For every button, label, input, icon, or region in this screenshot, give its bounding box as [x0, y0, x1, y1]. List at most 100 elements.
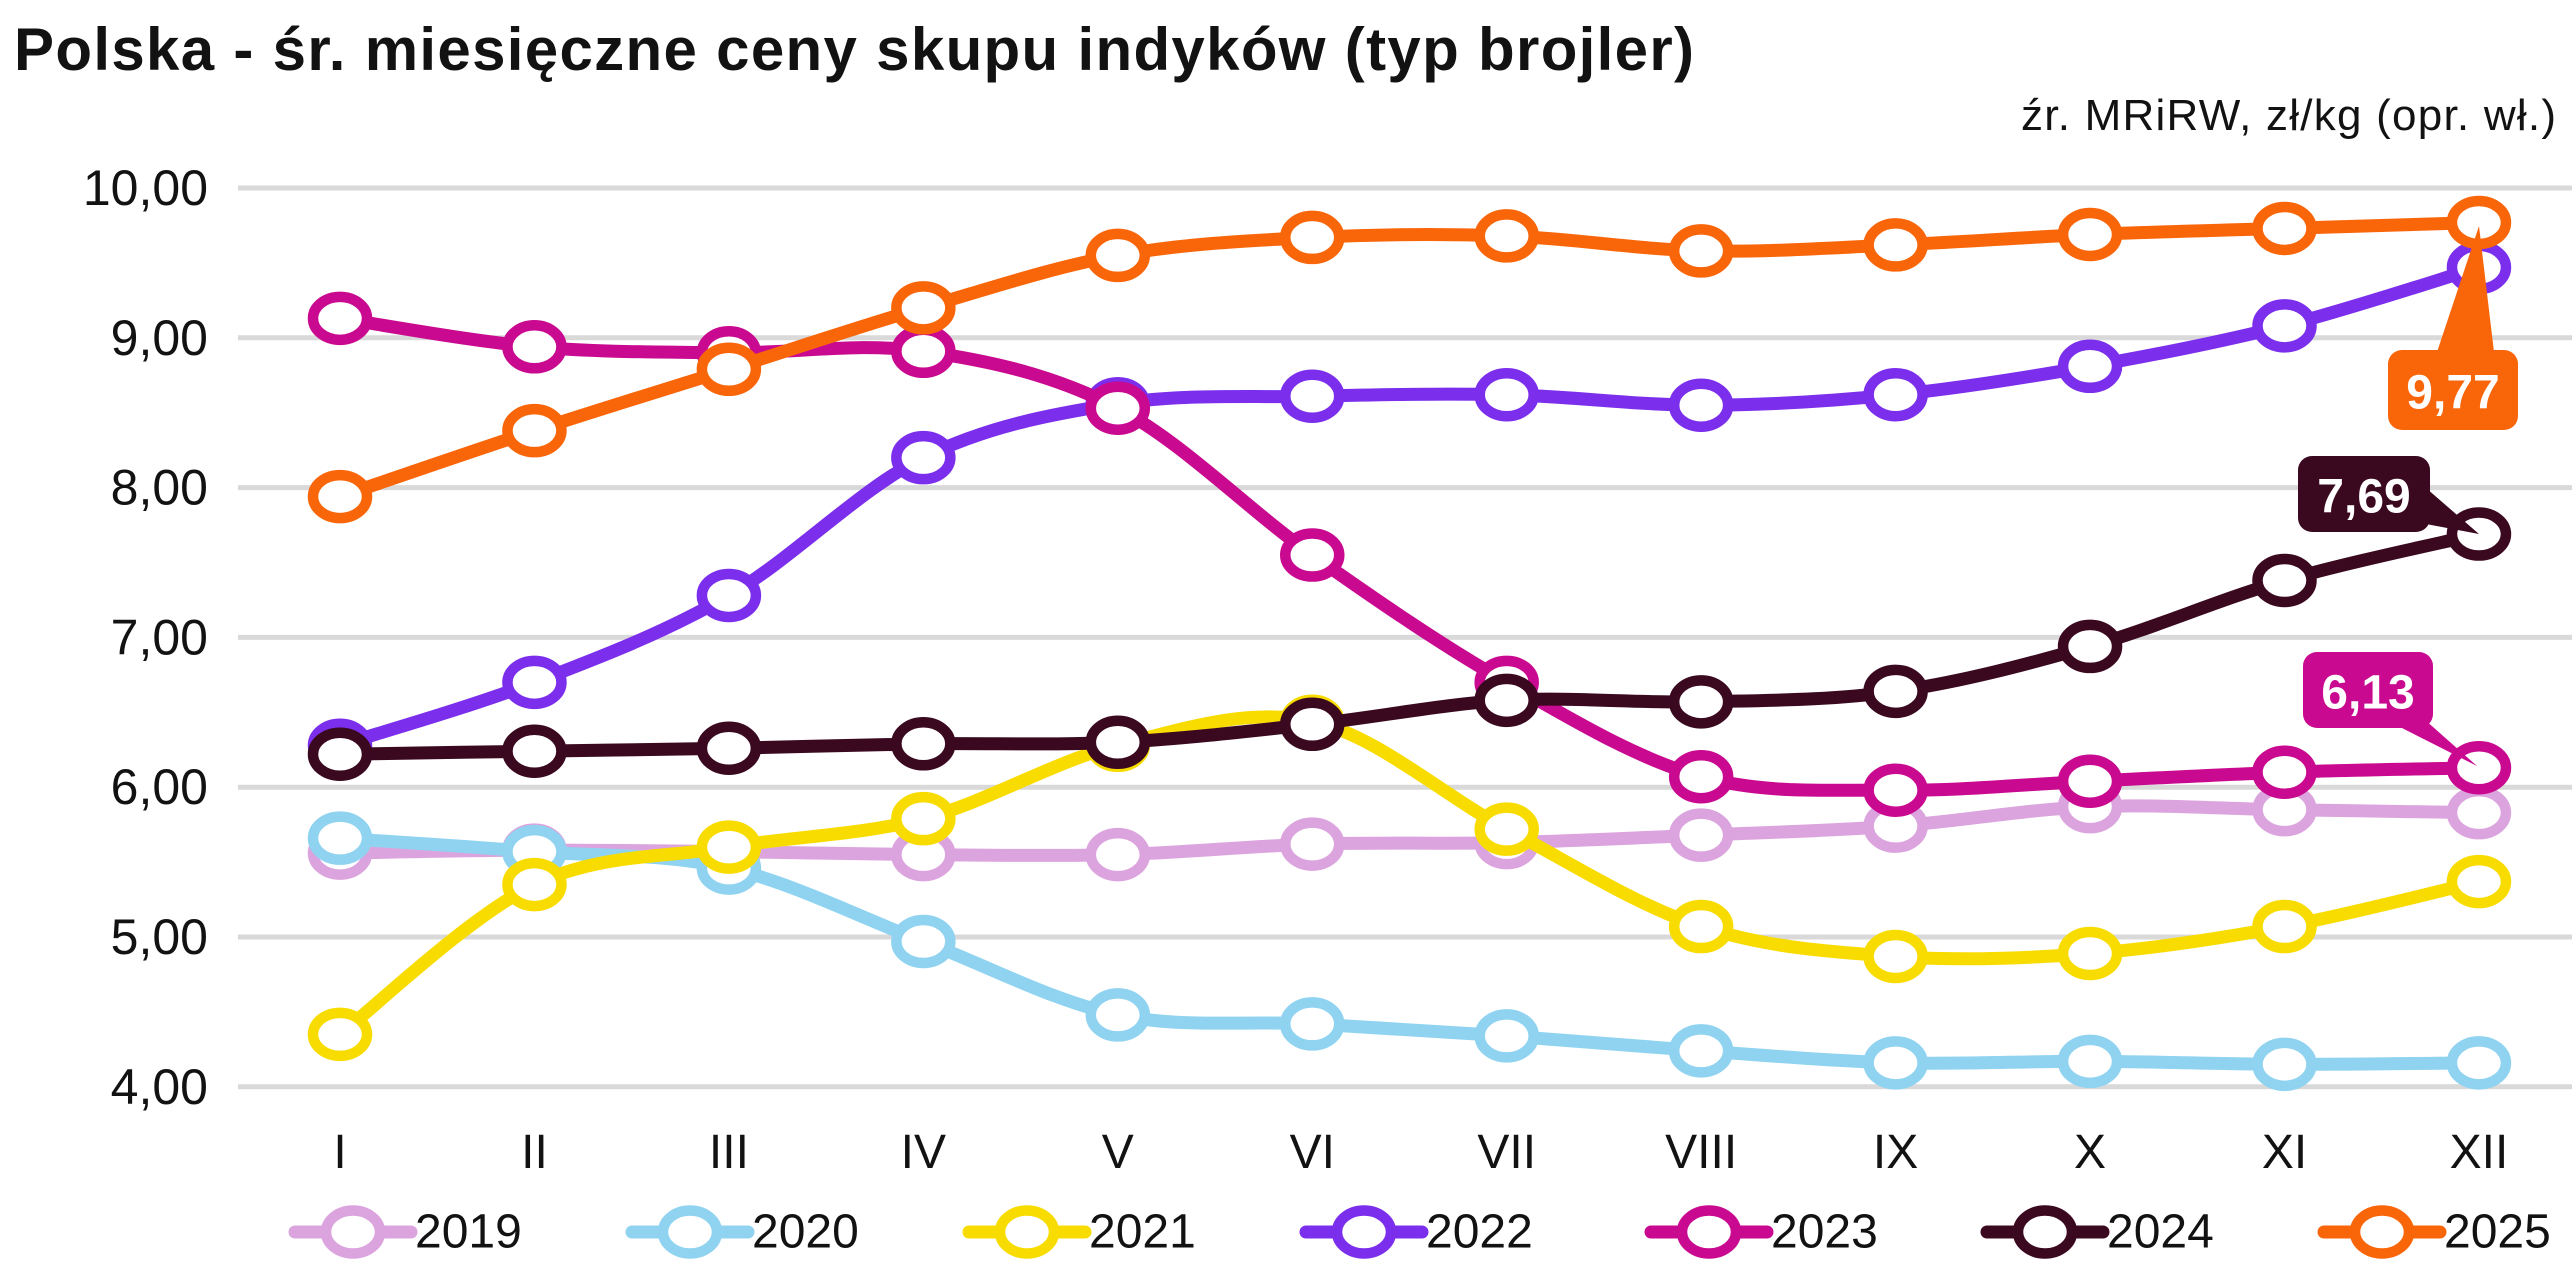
data-point-marker: [2057, 1034, 2123, 1089]
gridlines: [238, 185, 2572, 1090]
data-point-marker: [1280, 997, 1345, 1051]
data-point-marker: [2057, 754, 2123, 808]
legend-item-2020: 2020: [625, 1205, 859, 1259]
legend-marker: [2012, 1205, 2078, 1259]
data-point-marker: [1668, 899, 1734, 954]
callout-2025: 9,77: [2388, 226, 2518, 430]
data-point-marker: [891, 791, 956, 846]
data-point-marker: [307, 291, 373, 346]
legend: 2019 2020 2021 2022 2023 2024 2025: [288, 1205, 2551, 1259]
data-point-marker: [891, 430, 956, 485]
data-point-marker: [696, 568, 762, 623]
data-point-marker: [1474, 673, 1539, 728]
data-point-marker: [1474, 367, 1539, 422]
legend-label-2023: 2023: [1771, 1206, 1878, 1259]
legend-marker: [320, 1205, 386, 1259]
data-point-marker: [2252, 201, 2317, 256]
legend-label-2022: 2022: [1426, 1206, 1533, 1259]
data-point-marker: [2252, 1037, 2317, 1092]
data-point-marker: [502, 403, 567, 458]
data-point-marker: [891, 281, 956, 335]
data-point-marker: [696, 820, 762, 874]
callout-pointer: [2437, 226, 2494, 352]
data-point-marker: [1280, 210, 1345, 265]
data-point-marker: [307, 1007, 373, 1062]
legend-marker: [1676, 1205, 1742, 1259]
data-point-marker: [1863, 218, 1928, 272]
data-point-marker: [502, 320, 567, 374]
series-2025: [307, 195, 2512, 524]
legend-item-2021: 2021: [962, 1205, 1196, 1259]
y-axis-labels: 10,00 9,00 8,00 7,00 6,00 5,00 4,00: [83, 160, 208, 1115]
data-point-marker: [2057, 926, 2123, 981]
data-point-marker: [1863, 763, 1928, 817]
legend-marker: [2349, 1205, 2415, 1259]
series-line-2024: [333, 527, 2486, 761]
data-point-marker: [1085, 827, 1151, 882]
x-tick-label: I: [333, 1126, 346, 1179]
x-axis-labels: I II III IV V VI VII VIII IX X XI XII: [333, 1126, 2508, 1179]
data-point-marker: [1863, 367, 1928, 422]
x-tick-label: V: [1102, 1126, 1134, 1179]
y-tick-label: 8,00: [111, 460, 208, 516]
data-point-marker: [891, 324, 956, 379]
y-tick-label: 7,00: [111, 609, 208, 665]
x-tick-label: VI: [1290, 1126, 1335, 1179]
callout-box: [2388, 350, 2518, 430]
series-2022: [307, 240, 2512, 773]
legend-label-2021: 2021: [1089, 1206, 1196, 1259]
data-point-marker: [1085, 715, 1151, 770]
data-point-marker: [1474, 209, 1539, 263]
legend-item-2024: 2024: [1980, 1205, 2214, 1259]
series-lines: [307, 195, 2512, 1092]
data-point-marker: [1668, 224, 1734, 278]
x-tick-label: IV: [901, 1126, 946, 1179]
callout-pointer: [2426, 488, 2479, 534]
data-point-marker: [502, 857, 567, 912]
legend-marker: [1331, 1205, 1397, 1259]
data-point-marker: [1668, 808, 1734, 862]
data-point-marker: [2446, 854, 2512, 909]
x-tick-label: VII: [1477, 1126, 1536, 1179]
series-line-2021: [333, 710, 2486, 1041]
data-point-marker: [307, 469, 373, 524]
data-point-marker: [1668, 1024, 1734, 1078]
data-point-marker: [1280, 369, 1345, 423]
callout-box: [2298, 456, 2430, 532]
data-point-marker: [307, 811, 373, 865]
data-point-marker: [1863, 664, 1928, 719]
data-point-marker: [1474, 802, 1539, 856]
callout-2023: 6,13: [2303, 652, 2477, 766]
x-tick-label: III: [709, 1126, 749, 1179]
data-point-marker: [696, 342, 762, 397]
data-point-marker: [1668, 749, 1734, 804]
series-2023: [307, 291, 2512, 817]
callout-value: 6,13: [2321, 667, 2414, 720]
callout-box: [2303, 652, 2433, 728]
data-point-marker: [1863, 1036, 1928, 1090]
data-point-marker: [1668, 675, 1734, 729]
data-point-marker: [502, 724, 567, 778]
data-point-marker: [1280, 528, 1345, 582]
legend-item-2022: 2022: [1299, 1205, 1533, 1259]
chart-title: Polska - śr. miesięczne ceny skupu indyk…: [14, 16, 1694, 83]
y-tick-label: 5,00: [111, 909, 208, 965]
data-point-marker: [502, 655, 567, 710]
y-tick-label: 6,00: [111, 759, 208, 815]
data-point-marker: [1085, 988, 1151, 1042]
legend-label-2020: 2020: [752, 1206, 859, 1259]
data-point-marker: [1863, 929, 1928, 984]
data-point-marker: [1668, 378, 1734, 432]
data-point-marker: [1085, 228, 1151, 283]
series-2020: [307, 811, 2512, 1092]
data-point-marker: [307, 727, 373, 781]
data-point-marker: [2252, 745, 2317, 799]
data-point-marker: [2057, 207, 2123, 262]
data-point-marker: [696, 721, 762, 776]
data-point-marker: [891, 914, 956, 969]
legend-label-2019: 2019: [415, 1206, 522, 1259]
data-point-marker: [1474, 1009, 1539, 1063]
legend-label-2025: 2025: [2444, 1206, 2551, 1259]
